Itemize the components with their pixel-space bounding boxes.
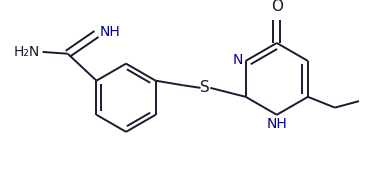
Text: N: N bbox=[232, 53, 243, 67]
Text: S: S bbox=[200, 80, 210, 95]
Text: O: O bbox=[271, 0, 283, 14]
Text: H₂N: H₂N bbox=[14, 45, 40, 59]
Text: NH: NH bbox=[266, 118, 287, 132]
Text: NH: NH bbox=[100, 25, 121, 39]
